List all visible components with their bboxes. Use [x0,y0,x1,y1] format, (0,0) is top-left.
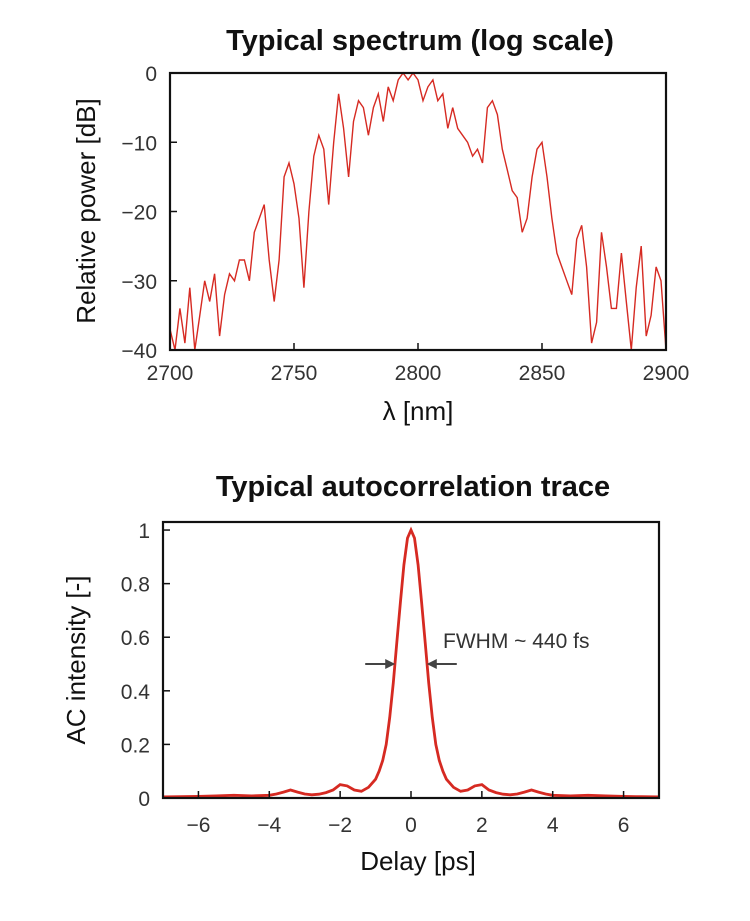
y-tick-label: 0 [145,63,157,86]
spectrum-plot-frame [168,71,668,352]
spectrum-chart-title: Typical spectrum (log scale) [226,25,614,57]
spectrum-y-axis-label: Relative power [dB] [71,98,101,323]
autocorrelation-x-axis-label: Delay [ps] [360,846,476,876]
y-tick-label: −30 [121,271,157,294]
spectrum-x-axis-label: λ [nm] [383,396,454,426]
x-tick-label: 2800 [395,362,442,385]
y-tick-label: −40 [121,340,157,363]
x-tick-label: 2700 [147,362,194,385]
x-tick-label: 2750 [271,362,318,385]
spectrum-chart-svg: Typical spectrum (log scale) 2700 2750 280… [71,25,690,426]
spectrum-chart: Typical spectrum (log scale) 2700 2750 280… [0,0,750,440]
autocorrelation-line [162,526,660,799]
x-tick-label: 2 [476,814,488,837]
fwhm-left-arrow-head [385,659,396,670]
autocorrelation-plot-frame [161,520,661,800]
x-tick-label: −6 [186,814,210,837]
y-tick-label: 0.8 [121,574,150,597]
fwhm-annotation: FWHM ~ 440 fs [365,630,589,670]
y-tick-label: −10 [121,132,157,155]
y-tick-label: 1 [138,520,150,543]
x-tick-label: 2850 [519,362,566,385]
y-tick-label: 0.4 [121,681,151,704]
autocorrelation-y-axis-label: AC intensity [-] [61,575,91,744]
autocorrelation-chart-svg: Typical autocorrelation trace −6 −4 −2 0 2 4 6… [61,471,661,876]
spectrum-line [169,71,667,351]
y-tick-label: −20 [121,202,157,225]
y-tick-label: 0.2 [121,734,150,757]
fwhm-right-arrow-head [426,659,437,670]
autocorrelation-chart: Typical autocorrelation trace −6 −4 −2 0 2 4 6… [0,460,750,921]
y-tick-label: 0.6 [121,627,150,650]
x-tick-label: −2 [328,814,352,837]
x-tick-label: −4 [257,814,281,837]
x-tick-label: 6 [618,814,630,837]
fwhm-label: FWHM ~ 440 fs [443,630,589,653]
x-tick-label: 2900 [643,362,690,385]
x-tick-label: 4 [547,814,559,837]
autocorrelation-chart-title: Typical autocorrelation trace [216,471,610,503]
x-tick-label: 0 [405,814,417,837]
y-tick-label: 0 [138,788,150,811]
